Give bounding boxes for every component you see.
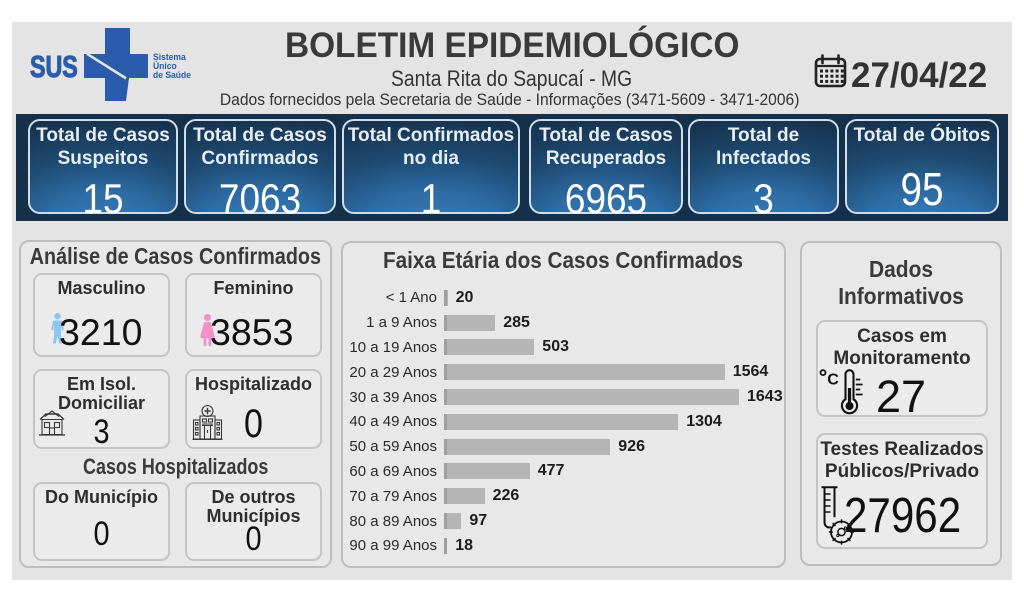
- svg-text:C: C: [827, 372, 839, 389]
